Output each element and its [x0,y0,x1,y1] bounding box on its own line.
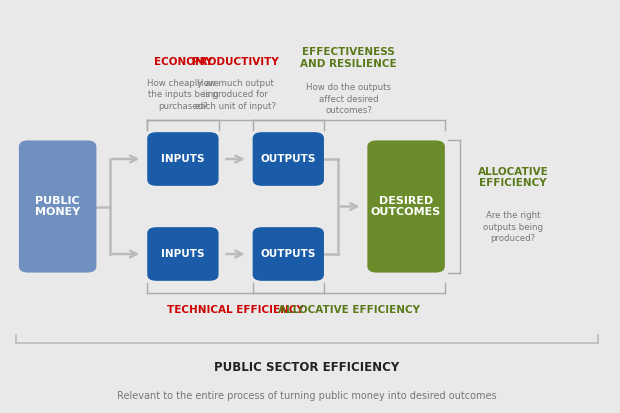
Text: Are the right
outputs being
produced?: Are the right outputs being produced? [483,211,543,243]
FancyBboxPatch shape [253,227,324,281]
FancyBboxPatch shape [367,140,445,273]
Text: DESIRED
OUTCOMES: DESIRED OUTCOMES [371,196,441,217]
Text: ALLOCATIVE
EFFICIENCY: ALLOCATIVE EFFICIENCY [477,167,549,188]
Text: How cheaply are
the inputs being
purchased?: How cheaply are the inputs being purchas… [147,79,219,111]
FancyBboxPatch shape [253,132,324,186]
Text: PRODUCTIVITY: PRODUCTIVITY [192,57,279,67]
Text: PUBLIC
MONEY: PUBLIC MONEY [35,196,80,217]
Text: Relevant to the entire process of turning public money into desired outcomes: Relevant to the entire process of turnin… [117,392,497,401]
Text: How do the outputs
affect desired
outcomes?: How do the outputs affect desired outcom… [306,83,391,115]
Text: ECONOMY: ECONOMY [154,57,212,67]
FancyBboxPatch shape [148,132,218,186]
Text: INPUTS: INPUTS [161,154,205,164]
Text: ALLOCATIVE EFFICIENCY: ALLOCATIVE EFFICIENCY [278,305,420,315]
Text: INPUTS: INPUTS [161,249,205,259]
Text: OUTPUTS: OUTPUTS [260,249,316,259]
Text: TECHNICAL EFFICIENCY: TECHNICAL EFFICIENCY [167,305,304,315]
Text: OUTPUTS: OUTPUTS [260,154,316,164]
Text: How much output
is produced for
each unit of input?: How much output is produced for each uni… [195,79,276,111]
Text: EFFECTIVENESS
AND RESILIENCE: EFFECTIVENESS AND RESILIENCE [301,47,397,69]
FancyBboxPatch shape [148,227,218,281]
FancyBboxPatch shape [19,140,97,273]
Text: PUBLIC SECTOR EFFICIENCY: PUBLIC SECTOR EFFICIENCY [215,361,399,374]
